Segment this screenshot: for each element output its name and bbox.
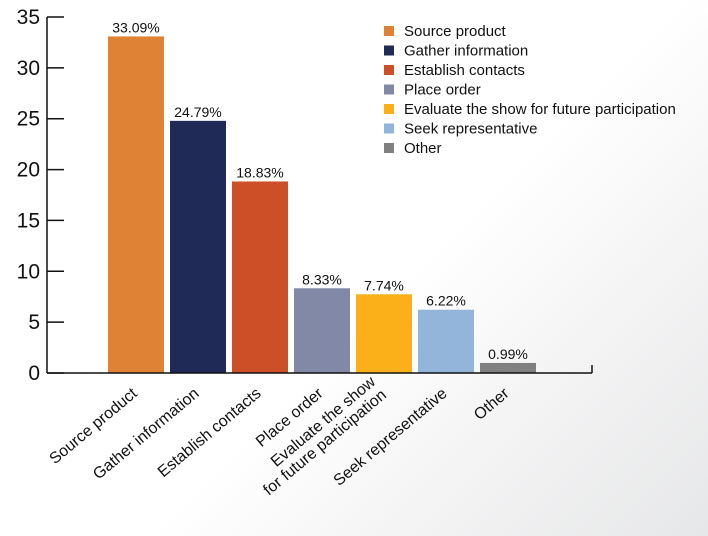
y-axis: 0 5 10 15 20 25 30 35 <box>17 6 64 385</box>
data-label: 24.79% <box>174 104 221 120</box>
x-tick-label: Other <box>471 385 513 424</box>
data-label: 6.22% <box>426 293 466 309</box>
data-label: 18.83% <box>236 164 283 180</box>
y-tick-label: 20 <box>17 159 40 182</box>
data-label: 0.99% <box>488 346 528 362</box>
legend-label: Source product <box>404 23 507 40</box>
legend-swatch <box>384 143 394 153</box>
y-tick-label: 15 <box>17 209 40 232</box>
y-tick-label: 35 <box>17 6 40 29</box>
y-tick-label: 0 <box>28 362 40 385</box>
legend-label: Other <box>404 140 442 157</box>
legend-swatch <box>384 65 394 75</box>
bars: 33.09% 24.79% 18.83% 8.33% 7.74% 6.22% 0.99% <box>108 19 536 374</box>
bar <box>232 181 288 373</box>
legend-label: Seek representative <box>404 121 537 138</box>
x-tick-label: Gather information <box>90 385 202 483</box>
legend-swatch <box>384 26 394 36</box>
y-tick-label: 5 <box>28 311 40 334</box>
bar <box>170 120 226 374</box>
legend-swatch <box>384 104 394 114</box>
legend: Source product Gather information Establis… <box>384 23 676 157</box>
legend-label: Gather information <box>404 43 528 60</box>
data-label: 33.09% <box>112 19 159 35</box>
y-tick-label: 30 <box>17 57 40 80</box>
legend-swatch <box>384 45 394 56</box>
bar <box>480 362 536 373</box>
legend-label: Evaluate the show for future participati… <box>404 101 676 118</box>
bar <box>418 309 474 373</box>
legend-swatch <box>384 123 394 134</box>
data-label: 7.74% <box>364 277 404 293</box>
bar <box>108 36 164 373</box>
legend-label: Place order <box>404 82 481 99</box>
y-tick-label: 25 <box>17 108 40 131</box>
bar <box>294 288 350 373</box>
data-label: 8.33% <box>302 271 342 287</box>
y-tick-label: 10 <box>17 260 40 283</box>
legend-swatch <box>384 84 394 95</box>
x-tick-label: Establish contacts <box>155 385 265 481</box>
legend-label: Establish contacts <box>404 62 525 79</box>
bar <box>356 294 412 373</box>
